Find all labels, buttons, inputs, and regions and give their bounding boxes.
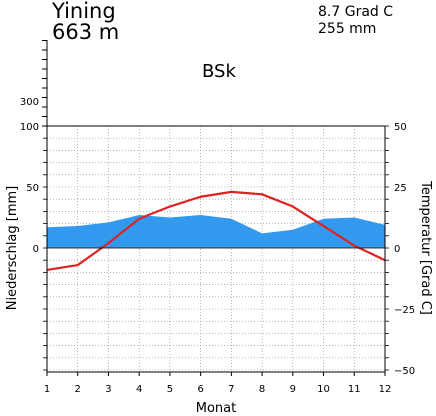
annual-precipitation: 255 mm: [318, 21, 377, 37]
mean-temperature: 8.7 Grad C: [318, 4, 394, 20]
month-label-12: 12: [379, 384, 392, 395]
temp-tick-label-2: 0: [394, 244, 400, 255]
station-name: Yining: [52, 0, 116, 23]
temp-tick-label-4: −50: [394, 366, 415, 377]
month-label-3: 3: [105, 384, 111, 395]
precip-upper-tick-label-300: 300: [20, 97, 39, 108]
temp-tick-label-3: −25: [394, 305, 415, 316]
temperature-line: [46, 190, 386, 272]
precipitation-area: [47, 215, 385, 248]
station-elevation: 663 m: [52, 20, 120, 44]
precip-tick-label-50: 50: [26, 183, 39, 194]
climate-classification: BSk: [202, 61, 236, 82]
month-label-10: 10: [317, 384, 330, 395]
left-axis-title: Niederschlag [mm]: [5, 186, 20, 311]
month-label-4: 4: [136, 384, 142, 395]
precip-tick-label-100: 100: [20, 122, 39, 133]
data-marks: [46, 190, 386, 272]
temp-tick-label-0: 50: [394, 122, 407, 133]
month-label-1: 1: [44, 384, 50, 395]
month-label-9: 9: [290, 384, 296, 395]
axes: [42, 40, 389, 376]
month-label-7: 7: [228, 384, 234, 395]
temp-tick-label-1: 25: [394, 183, 407, 194]
month-label-5: 5: [167, 384, 173, 395]
month-label-8: 8: [259, 384, 265, 395]
precip-tick-label-0: 0: [33, 244, 39, 255]
month-label-6: 6: [197, 384, 203, 395]
month-label-11: 11: [348, 384, 361, 395]
month-label-2: 2: [75, 384, 81, 395]
right-axis-title: Temperatur [Grad C]: [418, 180, 433, 315]
x-axis-title: Monat: [196, 401, 236, 416]
grid-lines: [46, 125, 386, 372]
